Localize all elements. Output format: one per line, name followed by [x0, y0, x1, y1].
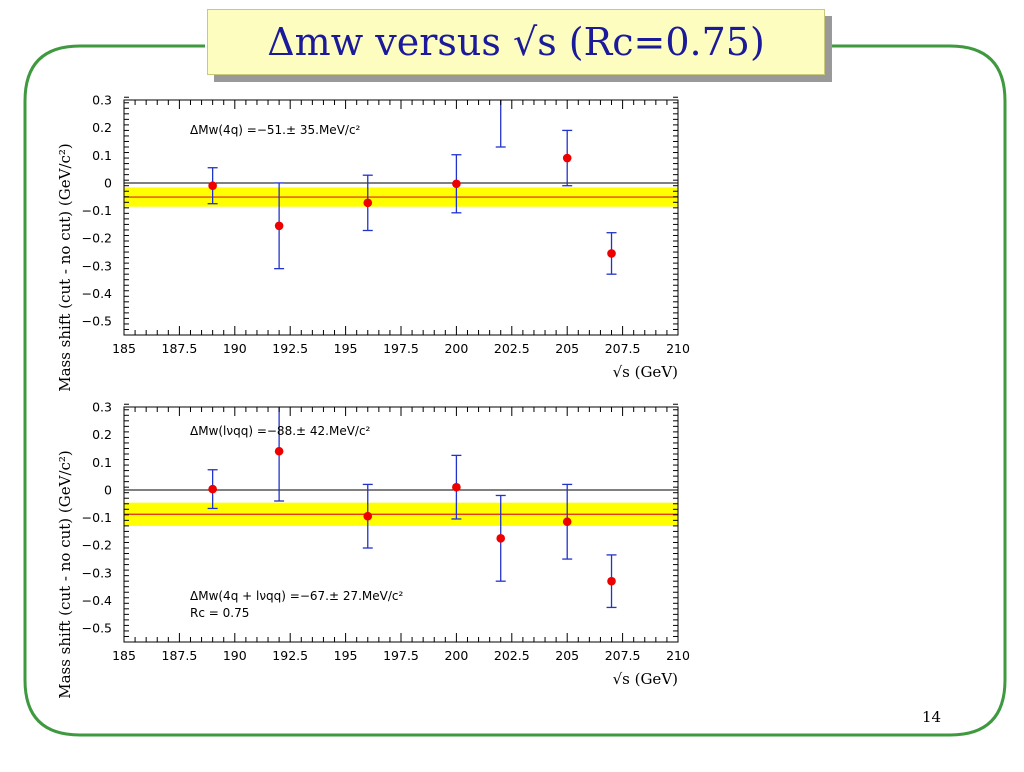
chart-4q: 185 187.5 190 192.5 195 197.5 200 202.5 205 207.5…: [50, 90, 700, 392]
chart-rc-annotation: Rc = 0.75: [190, 606, 249, 620]
chart-lvqq-xtick-label: 207.5: [605, 648, 641, 663]
chart-lvqq-xtick-label: 195: [334, 648, 358, 663]
chart-4q-xtick-label: 190: [223, 341, 247, 356]
chart-lvqq-plot-area: [124, 407, 678, 609]
chart-4q-xtick-label: 195: [334, 341, 358, 356]
chart-4q-ytick-label: 0.2: [92, 120, 112, 135]
chart-lvqq: 185 187.5 190 192.5 195 197.5 200 202.5 205 207.5…: [50, 397, 700, 699]
chart-combined-annotation-result: ΔMw(4q + lνqq) =−67.± 27.MeV/c²: [190, 589, 403, 603]
chart-4q-ytick-label: −0.4: [82, 286, 112, 301]
page-number: 14: [922, 708, 942, 726]
chart-lvqq-ytick-label: −0.3: [82, 565, 112, 580]
chart-4q-point-5: [562, 153, 572, 163]
chart-4q-xtick-label: 185: [112, 341, 136, 356]
chart-4q-point-3: [452, 179, 461, 189]
chart-4q-svg: 185 187.5 190 192.5 195 197.5 200 202.5 205 207.5…: [56, 93, 690, 392]
chart-lvqq-ytick-label: −0.2: [82, 538, 112, 553]
chart-lvqq-ytick-label: −0.4: [82, 593, 112, 608]
chart-4q-xtick-label: 210: [666, 341, 690, 356]
chart-lvqq-xtick-label: 200: [444, 648, 468, 663]
chart-4q-xaxis-title: √s (GeV): [613, 363, 678, 381]
chart-4q-xtick-label: 187.5: [162, 341, 198, 356]
chart-lvqq-xtick-label: 187.5: [162, 648, 198, 663]
chart-lvqq-point-4: [496, 534, 506, 543]
chart-lvqq-xaxis-title: √s (GeV): [613, 670, 678, 688]
chart-lvqq-yaxis-title: Mass shift (cut - no cut) (GeV/c²): [56, 450, 74, 699]
chart-lvqq-point-2: [363, 511, 373, 521]
chart-lvqq-xtick-label: 197.5: [383, 648, 419, 663]
chart-4q-xtick-label: 205: [555, 341, 579, 356]
chart-lvqq-svg: 185 187.5 190 192.5 195 197.5 200 202.5 205 207.5…: [56, 400, 690, 699]
chart-4q-ytick-label: −0.3: [82, 258, 112, 273]
chart-4q-xtick-label: 192.5: [272, 341, 308, 356]
chart-lvqq-ytick-label: 0.2: [92, 427, 112, 442]
chart-lvqq-xtick-label: 192.5: [272, 648, 308, 663]
chart-4q-ytick-label: 0.1: [92, 148, 112, 163]
chart-lvqq-point-1: [274, 446, 284, 456]
chart-4q-yaxis-title: Mass shift (cut - no cut) (GeV/c²): [56, 143, 74, 392]
chart-4q-annotation-result: ΔMw(4q) =−51.± 35.MeV/c²: [190, 123, 361, 137]
chart-4q-xtick-label: 197.5: [383, 341, 419, 356]
chart-4q-ytick-label: −0.1: [82, 203, 112, 218]
chart-lvqq-point-5: [562, 517, 572, 527]
chart-4q-ytick-label: 0.3: [92, 93, 112, 108]
chart-lvqq-point-0: [208, 484, 217, 494]
chart-4q-plot-area: [124, 100, 678, 275]
chart-4q-point-6: [607, 249, 616, 258]
chart-lvqq-xtick-label: 202.5: [494, 648, 530, 663]
chart-lvqq-ytick-label: 0.3: [92, 400, 112, 415]
slide-title: Δmw versus √s (Rc=0.75): [267, 20, 765, 64]
chart-lvqq-ytick-label: 0.1: [92, 455, 112, 470]
chart-4q-point-2: [363, 198, 373, 208]
chart-4q-point-0: [208, 181, 217, 191]
chart-4q-point-1: [274, 221, 284, 231]
chart-lvqq-annotation-result: ΔMw(lνqq) =−88.± 42.MeV/c²: [190, 424, 371, 438]
chart-4q-ytick-label: −0.5: [82, 314, 112, 329]
chart-lvqq-ytick-label: −0.5: [82, 621, 112, 636]
title-box: Δmw versus √s (Rc=0.75): [207, 9, 825, 75]
chart-lvqq-ytick-label: 0: [104, 482, 112, 497]
chart-lvqq-point-6: [607, 576, 616, 586]
chart-lvqq-ytick-label: −0.1: [82, 510, 112, 525]
chart-lvqq-xtick-label: 190: [223, 648, 247, 663]
chart-lvqq-point-3: [452, 482, 461, 492]
chart-4q-xtick-label: 202.5: [494, 341, 530, 356]
chart-lvqq-xtick-label: 205: [555, 648, 579, 663]
chart-lvqq-xtick-label: 185: [112, 648, 136, 663]
chart-lvqq-xtick-label: 210: [666, 648, 690, 663]
chart-4q-ytick-label: −0.2: [82, 231, 112, 246]
chart-4q-xtick-label: 200: [444, 341, 468, 356]
chart-4q-ytick-label: 0: [104, 175, 112, 190]
chart-4q-xtick-label: 207.5: [605, 341, 641, 356]
